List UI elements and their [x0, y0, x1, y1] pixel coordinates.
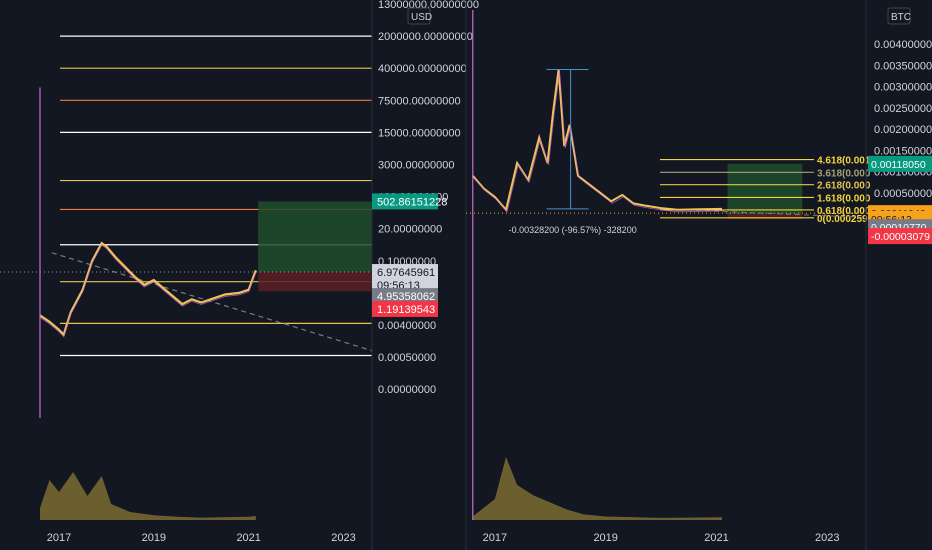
usd-y-tick-5: 3000.00000000 — [378, 160, 454, 172]
usd-volume-area — [40, 472, 256, 520]
btc-fib-label-5: 0(0.000259 — [817, 214, 868, 225]
usd-x-tick-3: 2023 — [331, 532, 355, 544]
usd-y-tick-11: 0.00050000 — [378, 352, 436, 364]
btc-y-tick-5: 0.00150000 — [874, 145, 932, 157]
usd-price-tag-4: 1.19139543 — [372, 300, 438, 317]
btc-currency-badge[interactable]: BTC — [887, 7, 911, 25]
usd-y-tick-12: 0.00000000 — [378, 384, 436, 396]
usd-trendline[interactable] — [51, 252, 373, 352]
btc-y-tick-2: 0.00300000 — [874, 82, 932, 94]
btc-x-tick-3: 2023 — [815, 532, 839, 544]
usd-x-tick-0: 2017 — [47, 532, 71, 544]
btc-measure-label: -0.00328200 (-96.57%) -328200 — [509, 225, 637, 235]
btc-x-tick-2: 2021 — [704, 532, 728, 544]
usd-y-tick-3: 75000.00000000 — [378, 95, 461, 107]
btc-long-stop-zone[interactable] — [727, 214, 803, 220]
btc-price-tag-label-4: -0.00003079 — [871, 231, 930, 243]
usd-currency-label: USD — [411, 12, 432, 23]
btc-currency-label: BTC — [891, 12, 911, 23]
btc-y-tick-1: 0.00350000 — [874, 60, 932, 72]
btc-y-tick-0: 0.00400000 — [874, 39, 932, 51]
btc-volume-area — [472, 457, 722, 520]
btc-y-tick-3: 0.00250000 — [874, 103, 932, 115]
btc-fib-label-2: 2.618(0.000 — [817, 181, 871, 192]
usd-y-tick-0: 13000000.00000000 — [378, 0, 479, 11]
usd-chart[interactable]: 13000000.00000000 2000000.00000000 400000.… — [0, 0, 479, 550]
btc-fib-label-4: 0.618(0.000 — [817, 206, 871, 217]
usd-y-tick-4: 15000.00000000 — [378, 127, 461, 139]
usd-x-tick-1: 2019 — [142, 532, 166, 544]
usd-price-tag-0: 502.86151228 — [372, 193, 447, 210]
btc-fib-label-0: 4.618(0.001 — [817, 156, 871, 167]
usd-y-tick-10: 0.00400000 — [378, 320, 436, 332]
btc-price-tag-4: -0.00003079 — [868, 228, 932, 245]
usd-y-tick-7: 20.00000000 — [378, 224, 442, 236]
usd-currency-badge[interactable]: USD — [407, 7, 432, 25]
usd-price-tag-label-3: 4.95358062 — [377, 291, 435, 303]
btc-fib-label-3: 1.618(0.000 — [817, 193, 871, 204]
usd-price-tag-3: 4.95358062 — [372, 288, 438, 305]
btc-y-tick-4: 0.00200000 — [874, 124, 932, 136]
btc-long-target-zone[interactable] — [727, 163, 803, 214]
usd-price-tag-label-1: 6.97645961 — [377, 267, 435, 279]
btc-trendline[interactable] — [659, 208, 867, 218]
btc-price-tag-label-0: 0.00118050 — [871, 159, 926, 171]
usd-price-tag-1: 6.97645961 — [372, 264, 438, 281]
usd-long-target-zone[interactable] — [258, 201, 372, 273]
btc-price-tag-0: 0.00118050 — [868, 155, 932, 172]
usd-price-tag-label-4: 1.19139543 — [377, 304, 435, 316]
usd-x-tick-2: 2021 — [236, 532, 260, 544]
usd-y-tick-1: 2000000.00000000 — [378, 31, 473, 43]
usd-price-tag-label-0: 502.86151228 — [377, 196, 447, 208]
usd-price-wick-line — [39, 244, 257, 338]
usd-long-stop-zone[interactable] — [258, 272, 372, 292]
btc-y-tick-7: 0.00050000 — [874, 188, 932, 200]
btc-fib-label-1: 3.618(0.000 — [817, 168, 871, 179]
btc-price-line[interactable] — [472, 69, 723, 212]
btc-x-tick-0: 2017 — [483, 532, 507, 544]
usd-y-tick-2: 400000.00000000 — [378, 63, 467, 75]
usd-price-line[interactable] — [39, 241, 257, 337]
btc-x-tick-1: 2019 — [593, 532, 617, 544]
